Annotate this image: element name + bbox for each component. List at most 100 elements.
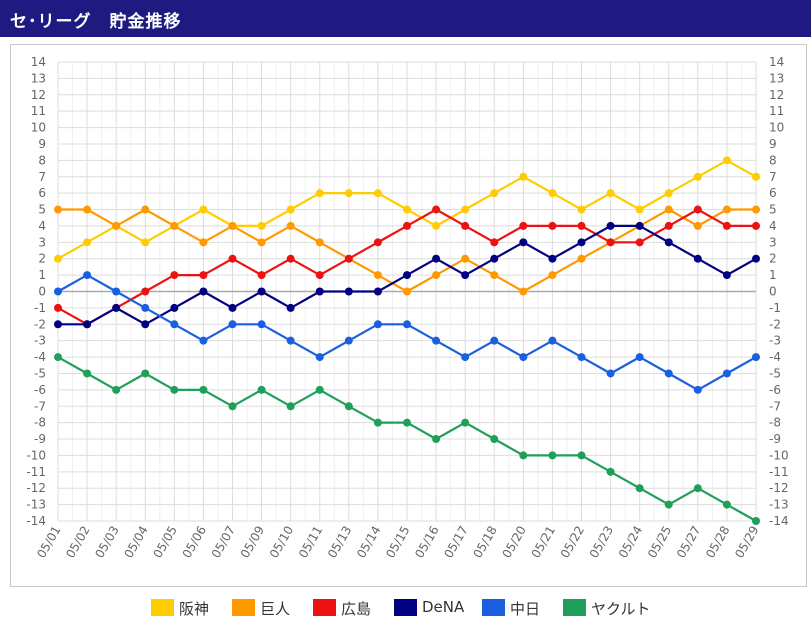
- data-point: [432, 435, 441, 444]
- data-point: [577, 254, 586, 263]
- data-point: [286, 205, 295, 214]
- series-layer: [54, 156, 760, 525]
- data-point: [693, 172, 702, 181]
- y-tick-label-left: 12: [31, 88, 46, 102]
- data-point: [228, 402, 237, 411]
- data-point: [373, 271, 382, 280]
- data-point: [170, 271, 179, 280]
- data-point: [228, 254, 237, 263]
- y-tick-label-right: -7: [769, 399, 781, 413]
- data-point: [577, 221, 586, 230]
- data-point: [199, 205, 208, 214]
- data-point: [257, 271, 266, 280]
- data-point: [548, 336, 557, 345]
- data-point: [286, 221, 295, 230]
- data-point: [606, 189, 615, 198]
- data-point: [141, 320, 150, 329]
- x-tick-label: 05/03: [92, 524, 121, 561]
- data-point: [403, 287, 411, 296]
- data-point: [112, 385, 121, 394]
- data-point: [577, 238, 586, 247]
- data-point: [635, 353, 644, 362]
- data-point: [199, 238, 208, 247]
- data-point: [432, 254, 441, 263]
- legend-swatch: [313, 599, 336, 616]
- data-point: [548, 451, 557, 460]
- x-tick-label: 05/27: [674, 524, 703, 561]
- data-point: [461, 205, 470, 214]
- data-point: [722, 221, 731, 230]
- data-point: [635, 238, 644, 247]
- y-tick-label-right: 0: [769, 285, 777, 299]
- y-tick-label-right: 11: [769, 104, 784, 118]
- y-tick-label-right: -2: [769, 317, 781, 331]
- y-tick-label-left: -3: [34, 334, 46, 348]
- data-point: [170, 303, 179, 312]
- data-point: [635, 484, 644, 493]
- x-tick-label: 05/21: [529, 524, 558, 561]
- y-tick-label-left: 6: [38, 186, 46, 200]
- y-tick-label-left: 4: [38, 219, 46, 233]
- y-tick-label-right: 2: [769, 252, 777, 266]
- data-point: [315, 238, 324, 247]
- data-point: [752, 254, 760, 263]
- data-point: [141, 369, 150, 378]
- data-point: [519, 451, 528, 460]
- data-point: [83, 205, 92, 214]
- y-tick-label-left: -4: [34, 350, 46, 364]
- data-point: [403, 418, 411, 427]
- y-tick-label-left: 7: [38, 170, 46, 184]
- data-point: [403, 221, 411, 230]
- y-tick-label-left: -2: [34, 317, 46, 331]
- y-tick-label-left: -6: [34, 383, 46, 397]
- y-tick-label-right: 3: [769, 235, 777, 249]
- data-point: [752, 353, 760, 362]
- x-tick-label: 05/28: [703, 524, 732, 561]
- y-tick-label-left: 13: [31, 71, 46, 85]
- data-point: [373, 238, 382, 247]
- data-point: [490, 254, 499, 263]
- legend-label: DeNA: [422, 598, 465, 616]
- data-point: [432, 221, 441, 230]
- y-tick-label-right: 4: [769, 219, 777, 233]
- y-tick-label-left: -11: [26, 465, 46, 479]
- data-point: [112, 303, 121, 312]
- y-tick-label-right: -10: [769, 448, 789, 462]
- y-tick-label-left: -12: [26, 481, 46, 495]
- data-point: [606, 238, 615, 247]
- data-point: [664, 189, 673, 198]
- data-point: [315, 271, 324, 280]
- y-tick-label-left: 0: [38, 285, 46, 299]
- data-point: [722, 271, 731, 280]
- data-point: [693, 385, 702, 394]
- x-tick-label: 05/07: [209, 524, 238, 561]
- y-tick-label-left: -10: [26, 448, 46, 462]
- data-point: [112, 221, 121, 230]
- y-tick-label-right: 14: [769, 55, 784, 69]
- y-tick-label-right: 8: [769, 153, 777, 167]
- y-tick-label-left: 9: [38, 137, 46, 151]
- x-tick-label: 05/17: [441, 524, 470, 561]
- x-tick-label: 05/11: [296, 524, 325, 561]
- x-tick-label: 05/01: [34, 524, 63, 561]
- y-tick-label-left: -14: [26, 514, 46, 528]
- data-point: [228, 221, 237, 230]
- data-point: [752, 172, 760, 181]
- data-point: [461, 254, 470, 263]
- data-point: [664, 369, 673, 378]
- x-tick-label: 05/15: [383, 524, 412, 561]
- data-point: [170, 221, 179, 230]
- y-tick-label-right: 13: [769, 71, 784, 85]
- data-point: [257, 287, 266, 296]
- data-point: [461, 221, 470, 230]
- data-point: [257, 238, 266, 247]
- legend-swatch: [482, 599, 505, 616]
- y-tick-label-left: 8: [38, 153, 46, 167]
- y-tick-label-right: 12: [769, 88, 784, 102]
- data-point: [693, 254, 702, 263]
- y-tick-label-right: -4: [769, 350, 781, 364]
- y-tick-label-left: 5: [38, 203, 46, 217]
- legend-swatch: [394, 599, 417, 616]
- y-tick-label-right: -9: [769, 432, 781, 446]
